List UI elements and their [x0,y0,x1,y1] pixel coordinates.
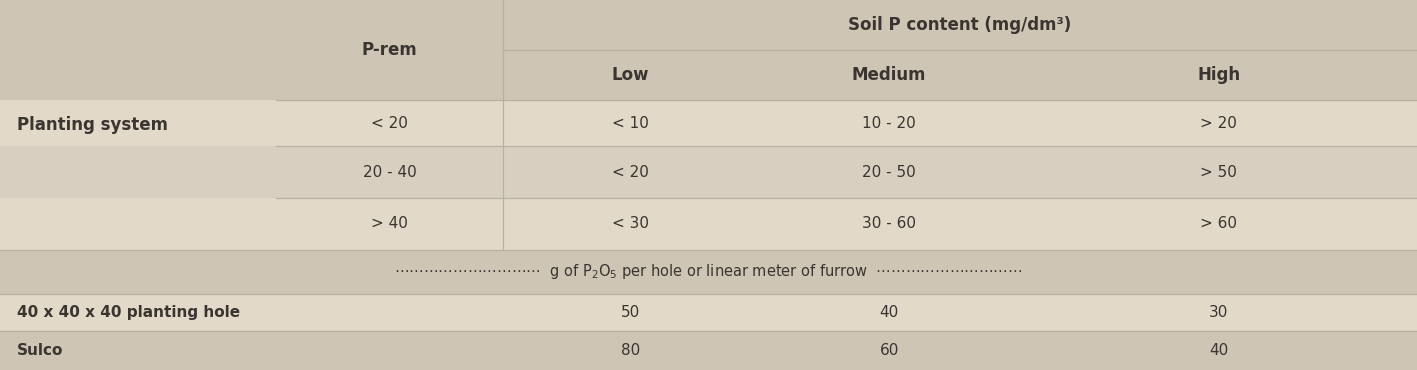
Text: 40: 40 [880,305,898,320]
Bar [0,50,1417,100]
Text: Medium: Medium [852,66,927,84]
Bar [0,294,1417,331]
Text: < 10: < 10 [612,115,649,131]
Text: 60: 60 [880,343,898,358]
Text: 50: 50 [621,305,640,320]
Text: P-rem: P-rem [361,41,418,59]
Text: 10 - 20: 10 - 20 [863,115,915,131]
Bar [0,146,1417,198]
Text: Low: Low [612,66,649,84]
Text: 20 - 50: 20 - 50 [863,165,915,179]
Text: < 20: < 20 [371,115,408,131]
Text: < 30: < 30 [612,216,649,231]
Text: Sulco: Sulco [17,343,64,358]
Text: 20 - 40: 20 - 40 [363,165,417,179]
Bar [0,331,1417,370]
Text: > 50: > 50 [1200,165,1237,179]
Bar [0,0,1417,50]
Text: > 40: > 40 [371,216,408,231]
Bar [0,100,1417,146]
Text: > 20: > 20 [1200,115,1237,131]
Text: Soil P content (mg/dm³): Soil P content (mg/dm³) [849,16,1071,34]
Text: 40 x 40 x 40 planting hole: 40 x 40 x 40 planting hole [17,305,239,320]
Text: 30 - 60: 30 - 60 [862,216,917,231]
Text: 30: 30 [1209,305,1229,320]
Text: 40: 40 [1209,343,1229,358]
Text: Planting system: Planting system [17,116,169,134]
Text: $\cdots\cdots\cdots\cdots\cdots\cdots\cdots\cdots\cdots\cdots$  g of P$_{2}$O$_{: $\cdots\cdots\cdots\cdots\cdots\cdots\cd… [394,262,1023,282]
Text: 80: 80 [621,343,640,358]
Text: < 20: < 20 [612,165,649,179]
Bar [0,198,1417,250]
Text: High: High [1197,66,1240,84]
Text: > 60: > 60 [1200,216,1237,231]
Bar [0,250,1417,294]
